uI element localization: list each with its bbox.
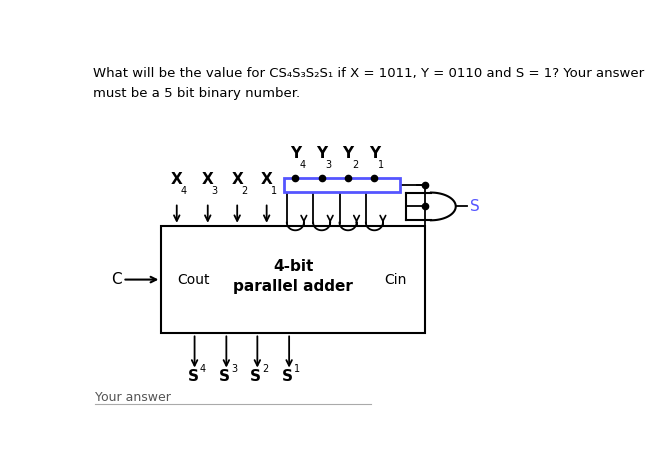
Text: 4: 4 (181, 186, 187, 197)
Text: 3: 3 (231, 364, 237, 374)
Text: Y: Y (342, 146, 354, 161)
Text: Your answer: Your answer (94, 391, 170, 404)
Text: must be a 5 bit binary number.: must be a 5 bit binary number. (93, 87, 300, 100)
Text: X: X (171, 172, 183, 187)
Text: parallel adder: parallel adder (233, 280, 353, 295)
Text: X: X (261, 172, 273, 187)
Text: 3: 3 (326, 160, 332, 170)
Text: 2: 2 (262, 364, 268, 374)
Text: What will be the value for CS₄S₃S₂S₁ if X = 1011, Y = 0110 and S = 1? Your answe: What will be the value for CS₄S₃S₂S₁ if … (93, 67, 644, 80)
Text: X: X (202, 172, 214, 187)
Text: Y: Y (369, 146, 380, 161)
Text: 1: 1 (294, 364, 300, 374)
Text: S: S (470, 199, 480, 214)
Text: 3: 3 (212, 186, 218, 197)
Text: C: C (111, 272, 122, 287)
Text: Y: Y (316, 146, 327, 161)
Bar (283, 178, 400, 192)
Text: S: S (282, 369, 293, 384)
Text: 1: 1 (271, 186, 277, 197)
Text: S: S (251, 369, 261, 384)
Text: 1: 1 (379, 160, 385, 170)
Text: 4-bit: 4-bit (273, 259, 313, 274)
Text: Cout: Cout (178, 272, 210, 287)
Text: Cin: Cin (384, 272, 407, 287)
Text: 2: 2 (352, 160, 358, 170)
Text: 4: 4 (199, 364, 206, 374)
Text: 2: 2 (241, 186, 247, 197)
Text: 4: 4 (299, 160, 306, 170)
Text: S: S (219, 369, 230, 384)
Text: Y: Y (289, 146, 301, 161)
Bar (161, 226, 425, 333)
Text: S: S (188, 369, 198, 384)
Text: X: X (231, 172, 243, 187)
